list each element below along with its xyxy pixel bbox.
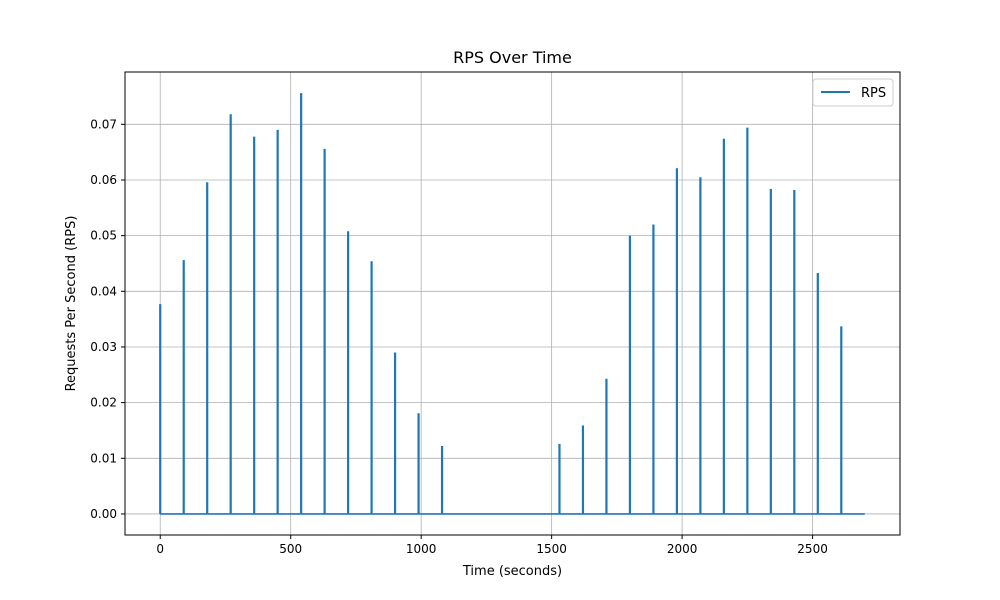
- x-tick-label: 1500: [536, 542, 567, 556]
- x-tick-label: 2000: [667, 542, 698, 556]
- y-tick-label: 0.07: [90, 117, 117, 131]
- x-tick-label: 500: [279, 542, 302, 556]
- y-tick-label: 0.03: [90, 340, 117, 354]
- plot-frame: [124, 71, 901, 536]
- y-tick-label: 0.05: [90, 229, 117, 243]
- y-tick-label: 0.02: [90, 396, 117, 410]
- x-tick-label: 0: [156, 542, 164, 556]
- y-tick-label: 0.00: [90, 507, 117, 521]
- grid: [125, 72, 900, 535]
- y-tick-label: 0.04: [90, 284, 117, 298]
- series-layer: [159, 93, 865, 515]
- y-tick-label: 0.06: [90, 173, 117, 187]
- x-axis-label: Time (seconds): [462, 564, 562, 579]
- chart-title: RPS Over Time: [453, 48, 572, 67]
- legend: RPS: [812, 78, 894, 107]
- y-tick-label: 0.01: [90, 451, 117, 465]
- x-tick-label: 2500: [797, 542, 828, 556]
- x-axis-ticks: 0 500 1000 1500 2000 2500: [156, 535, 828, 556]
- legend-box: [812, 78, 894, 107]
- y-axis-label: Requests Per Second (RPS): [64, 216, 79, 392]
- legend-label: RPS: [861, 86, 886, 101]
- y-axis-ticks: 0.00 0.01 0.02 0.03 0.04 0.05 0.06 0.07: [90, 117, 125, 521]
- x-tick-label: 1000: [406, 542, 437, 556]
